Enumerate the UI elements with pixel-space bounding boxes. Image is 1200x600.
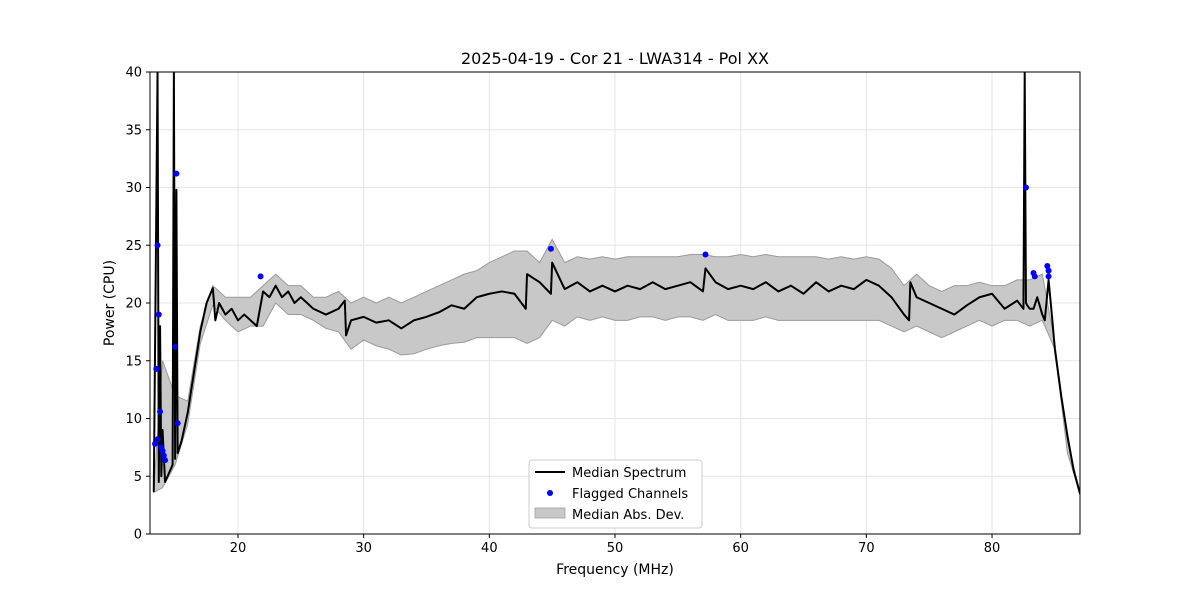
y-tick-label: 0	[134, 528, 142, 543]
flagged-channel-point	[160, 452, 167, 459]
flagged-channel-point	[152, 440, 159, 447]
x-axis-label: Frequency (MHz)	[556, 562, 674, 578]
x-tick-label: 60	[732, 541, 749, 556]
legend-band-marker	[534, 507, 566, 519]
flagged-channel-point	[172, 343, 179, 350]
mad-band-layer	[153, 238, 1080, 494]
flagged-channel-point	[257, 273, 264, 280]
flagged-points-layer	[152, 170, 1052, 464]
legend-dot-marker	[547, 490, 553, 496]
x-tick-label: 70	[858, 541, 875, 556]
flagged-channel-point	[154, 242, 161, 249]
y-axis-ticks: 0 5 10 15 20 25 30 35 40	[125, 66, 150, 543]
flagged-channel-point	[173, 170, 180, 177]
flagged-channel-point	[174, 420, 181, 427]
chart-title: 2025-04-19 - Cor 21 - LWA314 - Pol XX	[461, 49, 769, 68]
flagged-channel-point	[1044, 263, 1051, 270]
x-tick-label: 40	[481, 541, 498, 556]
flagged-channel-point	[154, 436, 161, 443]
x-tick-label: 50	[607, 541, 624, 556]
legend-box	[528, 459, 703, 529]
flagged-channel-point	[1022, 184, 1029, 191]
flagged-channel-point	[702, 251, 709, 258]
y-tick-label: 35	[125, 123, 142, 138]
y-tick-label: 30	[125, 181, 142, 196]
y-tick-label: 15	[125, 354, 142, 369]
legend-entry-flagged-channels: Flagged Channels	[572, 487, 688, 502]
legend: Median Spectrum Flagged Channels Median …	[528, 459, 703, 529]
y-tick-label: 25	[125, 239, 142, 254]
median-spectrum-line	[152, 72, 1080, 495]
flagged-channel-point	[1031, 273, 1038, 280]
y-tick-label: 5	[134, 470, 142, 485]
flagged-channel-point	[547, 245, 554, 252]
x-tick-label: 20	[230, 541, 247, 556]
y-tick-label: 10	[125, 412, 142, 427]
median-abs-dev-band	[153, 238, 1080, 494]
flagged-channel-point	[155, 311, 162, 318]
flagged-channel-point	[1045, 267, 1052, 274]
median-line-layer	[152, 72, 1080, 495]
flagged-channel-point	[159, 447, 166, 454]
flagged-channel-point	[162, 457, 169, 464]
flagged-channel-point	[157, 408, 164, 415]
legend-entry-median-spectrum: Median Spectrum	[572, 466, 686, 481]
flagged-channel-point	[153, 365, 160, 372]
y-tick-label: 20	[125, 297, 142, 312]
y-axis-label: Power (CPU)	[102, 260, 118, 346]
x-tick-label: 80	[984, 541, 1001, 556]
x-axis-ticks: 20 30 40 50 60 70 80	[230, 534, 1001, 556]
y-tick-label: 40	[125, 66, 142, 81]
flagged-channel-point	[1045, 273, 1052, 280]
x-tick-label: 30	[355, 541, 372, 556]
legend-entry-median-abs-dev: Median Abs. Dev.	[572, 508, 684, 523]
